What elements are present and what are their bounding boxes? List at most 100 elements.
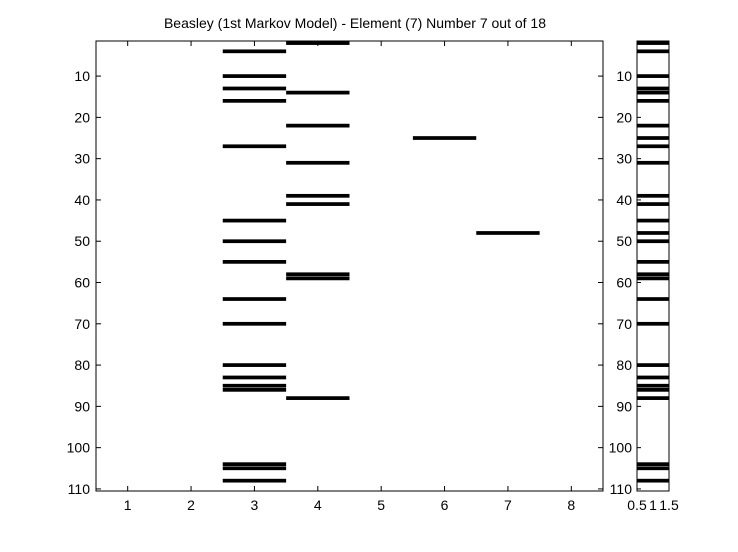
side-plot-area <box>637 41 669 491</box>
side-mark-row86 <box>637 387 669 392</box>
side-mark-row55 <box>637 260 669 264</box>
main-xtick-label-7: 7 <box>504 497 512 513</box>
side-xtick-label-0.5: 0.5 <box>627 497 647 513</box>
main-marks <box>222 41 540 483</box>
mark-col6-row25 <box>412 136 477 140</box>
side-mark-row64 <box>637 297 669 301</box>
side-mark-row108 <box>637 478 669 483</box>
main-ytick-label-100: 100 <box>67 440 91 456</box>
side-ytick-label-40: 40 <box>616 192 632 208</box>
side-mark-row14 <box>637 90 669 95</box>
main-ytick-label-90: 90 <box>74 398 90 414</box>
main-xtick-label-6: 6 <box>441 497 449 513</box>
main-plot-frame <box>95 40 604 492</box>
mark-col3-row80 <box>222 363 287 367</box>
mark-col3-row45 <box>222 218 287 223</box>
side-mark-row10 <box>637 74 669 78</box>
side-marks <box>637 41 669 483</box>
side-mark-row41 <box>637 202 669 206</box>
mark-col4-row14 <box>286 90 350 95</box>
side-mark-row13 <box>637 86 669 91</box>
mark-col3-row85 <box>222 383 287 388</box>
main-xtick-label-1: 1 <box>124 497 132 513</box>
main-ytick-label-10: 10 <box>74 68 90 84</box>
mark-col4-row59 <box>286 276 350 281</box>
main-xtick-label-4: 4 <box>314 497 322 513</box>
mark-col7-row48 <box>476 231 540 235</box>
mark-col3-row105 <box>222 466 287 471</box>
mark-col3-row13 <box>222 86 287 91</box>
main-ytick-label-30: 30 <box>74 151 90 167</box>
side-mark-row48 <box>637 231 669 235</box>
main-ytick-label-60: 60 <box>74 275 90 291</box>
side-xtick-label-1.5: 1.5 <box>659 497 679 513</box>
side-ytick-label-60: 60 <box>616 275 632 291</box>
mark-col3-row4 <box>222 49 287 54</box>
mark-col3-row50 <box>222 239 287 244</box>
mark-col3-row10 <box>222 74 287 78</box>
side-mark-row105 <box>637 466 669 471</box>
side-mark-row39 <box>637 193 669 198</box>
side-plot-frame <box>636 40 670 492</box>
side-mark-row83 <box>637 375 669 380</box>
side-ytick-label-80: 80 <box>616 357 632 373</box>
side-y-axis: 10 20 30 40 50 60 70 80 90 100 110 <box>609 68 641 497</box>
main-xtick-label-8: 8 <box>567 497 575 513</box>
main-ytick-label-50: 50 <box>74 233 90 249</box>
main-ytick-label-20: 20 <box>74 109 90 125</box>
side-ytick-label-20: 20 <box>616 109 632 125</box>
side-mark-row85 <box>637 383 669 388</box>
side-mark-row22 <box>637 123 669 128</box>
mark-col4-row58 <box>286 272 350 277</box>
main-y-axis: 10 20 30 40 50 60 70 80 90 100 110 <box>67 68 603 497</box>
side-ytick-label-90: 90 <box>616 398 632 414</box>
main-plot-area <box>96 41 603 491</box>
side-mark-row88 <box>637 396 669 400</box>
mark-col3-row55 <box>222 260 287 264</box>
chart-title: Beasley (1st Markov Model) - Element (7)… <box>164 15 546 31</box>
side-mark-row59 <box>637 276 669 281</box>
mark-col3-row27 <box>222 144 287 149</box>
side-mark-row58 <box>637 272 669 277</box>
side-mark-row104 <box>637 462 669 467</box>
mark-col4-row88 <box>286 396 350 400</box>
side-ytick-label-10: 10 <box>616 68 632 84</box>
main-ytick-label-80: 80 <box>74 357 90 373</box>
mark-col4-row39 <box>286 193 350 198</box>
side-ytick-label-70: 70 <box>616 316 632 332</box>
mark-col4-row41 <box>286 202 350 206</box>
side-mark-row45 <box>637 218 669 223</box>
mark-col4-row31 <box>286 160 350 165</box>
side-mark-row27 <box>637 144 669 149</box>
side-mark-row4 <box>637 49 669 54</box>
mark-col3-row64 <box>222 297 287 301</box>
side-x-axis: 0.5 1 1.5 <box>627 497 679 513</box>
mark-col3-row108 <box>222 478 287 483</box>
main-xtick-label-5: 5 <box>377 497 385 513</box>
side-xtick-label-1: 1 <box>649 497 657 513</box>
side-ytick-label-30: 30 <box>616 151 632 167</box>
mark-col3-row86 <box>222 387 287 392</box>
side-mark-row31 <box>637 160 669 165</box>
mark-col3-row16 <box>222 98 287 103</box>
side-ytick-label-100: 100 <box>609 440 633 456</box>
mark-col3-row83 <box>222 375 287 380</box>
side-mark-row80 <box>637 363 669 367</box>
side-mark-row70 <box>637 321 669 326</box>
side-mark-row16 <box>637 98 669 103</box>
mark-col3-row70 <box>222 321 287 326</box>
main-ytick-label-110: 110 <box>68 481 91 497</box>
main-x-axis: 1 2 3 4 5 6 7 8 <box>124 41 575 513</box>
main-xtick-label-2: 2 <box>187 497 195 513</box>
mark-col3-row104 <box>222 462 287 467</box>
side-mark-row50 <box>637 239 669 244</box>
side-mark-row25 <box>637 136 669 140</box>
side-ytick-label-50: 50 <box>616 233 632 249</box>
side-ytick-label-110: 110 <box>610 481 633 497</box>
mark-col4-row22 <box>286 123 350 128</box>
main-ytick-label-70: 70 <box>74 316 90 332</box>
side-plot: 10 20 30 40 50 60 70 80 90 100 110 0.5 1 1.5 <box>609 40 679 513</box>
side-mark-row2 <box>637 41 669 45</box>
main-ytick-label-40: 40 <box>74 192 90 208</box>
